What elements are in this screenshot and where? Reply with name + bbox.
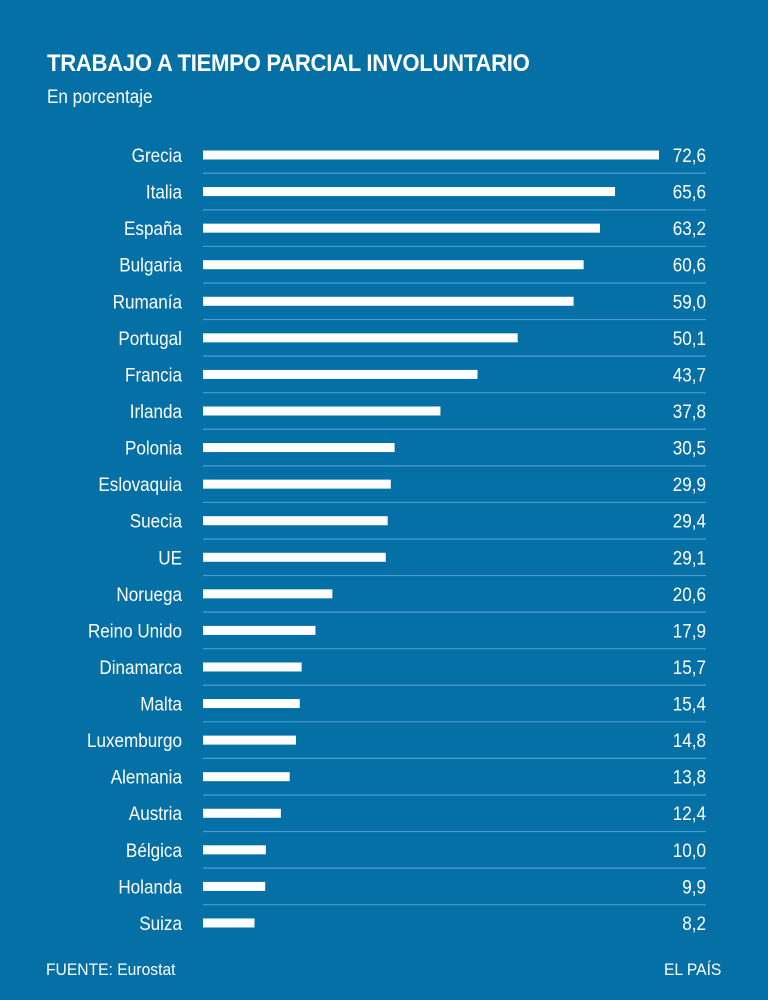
bar-row: Portugal 50,1	[118, 328, 706, 357]
category-label: España	[124, 218, 183, 239]
bar-row: Dinamarca 15,7	[99, 657, 706, 686]
bar-row: Austria 12,4	[129, 803, 706, 833]
category-label: Malta	[140, 694, 183, 715]
value-label: 43,7	[673, 365, 706, 386]
value-label: 72,6	[673, 145, 706, 166]
value-label: 37,8	[673, 401, 706, 422]
bar	[203, 662, 302, 672]
bar	[203, 589, 333, 599]
value-label: 29,9	[673, 474, 706, 495]
bar	[203, 223, 600, 233]
bar-row: Eslovaquia 29,9	[98, 474, 706, 504]
bar-row: Polonia 30,5	[125, 438, 706, 467]
bar	[203, 479, 391, 489]
bar-row: Rumanía 59,0	[113, 291, 706, 321]
bar	[203, 845, 266, 855]
bar-row: UE 29,1	[158, 547, 706, 577]
category-label: Noruega	[116, 584, 182, 605]
value-label: 8,2	[682, 913, 706, 934]
category-label: Portugal	[118, 328, 182, 349]
category-label: UE	[158, 547, 182, 568]
category-label: Francia	[125, 365, 183, 386]
value-label: 12,4	[673, 803, 706, 824]
value-label: 14,8	[673, 730, 706, 751]
bar-row: Alemania 13,8	[111, 767, 706, 796]
bar-row: España 63,2	[124, 218, 706, 248]
category-label: Suiza	[139, 913, 183, 934]
category-label: Dinamarca	[99, 657, 183, 678]
value-label: 65,6	[673, 182, 706, 203]
value-label: 9,9	[682, 877, 706, 898]
category-label: Polonia	[125, 438, 183, 459]
category-label: Grecia	[132, 145, 183, 166]
bar-row: Bulgaria 60,6	[119, 255, 706, 284]
value-label: 17,9	[673, 621, 706, 642]
bar-row: Francia 43,7	[125, 365, 706, 394]
value-label: 60,6	[673, 255, 706, 276]
bar	[203, 406, 441, 416]
value-label: 50,1	[673, 328, 706, 349]
bar	[203, 699, 300, 709]
bar	[203, 918, 255, 928]
bar	[203, 881, 266, 891]
category-label: Holanda	[118, 877, 183, 898]
category-label: Italia	[146, 182, 183, 203]
category-label: Reino Unido	[88, 621, 182, 642]
chart-subtitle: En porcentaje	[47, 87, 153, 108]
bar	[203, 187, 616, 197]
bar-row: Luxemburgo 14,8	[87, 730, 706, 760]
source-note: FUENTE: Eurostat	[46, 960, 176, 979]
bar	[203, 333, 518, 343]
category-label: Suecia	[130, 511, 183, 532]
value-label: 29,1	[673, 547, 706, 568]
bar-row: Suecia 29,4	[130, 511, 706, 540]
bar	[203, 443, 395, 453]
bar	[203, 772, 290, 782]
bar-row: Holanda 9,9	[118, 877, 706, 906]
value-label: 59,0	[673, 291, 706, 312]
value-label: 29,4	[673, 511, 706, 532]
bar	[203, 260, 584, 270]
category-label: Irlanda	[130, 401, 183, 422]
chart-title: TRABAJO A TIEMPO PARCIAL INVOLUNTARIO	[47, 50, 530, 77]
bar-row: Malta 15,4	[140, 694, 706, 723]
bar	[203, 516, 388, 526]
bar	[203, 552, 386, 562]
category-label: Rumanía	[113, 291, 183, 312]
bar-row: Suiza 8,2	[139, 913, 706, 934]
category-label: Luxemburgo	[87, 730, 182, 751]
bar	[203, 296, 574, 306]
bar-row: Bélgica 10,0	[126, 840, 706, 869]
category-label: Bélgica	[126, 840, 183, 861]
bar-row: Italia 65,6	[146, 182, 706, 211]
bar	[203, 369, 478, 379]
value-label: 13,8	[673, 767, 706, 788]
value-label: 63,2	[673, 218, 706, 239]
bar	[203, 808, 281, 818]
category-label: Austria	[129, 803, 183, 824]
category-label: Alemania	[111, 767, 183, 788]
value-label: 30,5	[673, 438, 706, 459]
bar-row: Noruega 20,6	[116, 584, 706, 613]
value-label: 15,4	[673, 694, 706, 715]
bar	[203, 625, 316, 635]
category-label: Eslovaquia	[98, 474, 182, 495]
bar-row: Reino Unido 17,9	[88, 621, 706, 650]
bar-row: Irlanda 37,8	[130, 401, 706, 430]
value-label: 15,7	[673, 657, 706, 678]
bar	[203, 735, 296, 745]
bar-row: Grecia 72,6	[132, 145, 706, 174]
publisher-credit: EL PAÍS	[663, 960, 721, 979]
value-label: 20,6	[673, 584, 706, 605]
category-label: Bulgaria	[119, 255, 183, 276]
bar	[203, 150, 659, 160]
value-label: 10,0	[673, 840, 706, 861]
